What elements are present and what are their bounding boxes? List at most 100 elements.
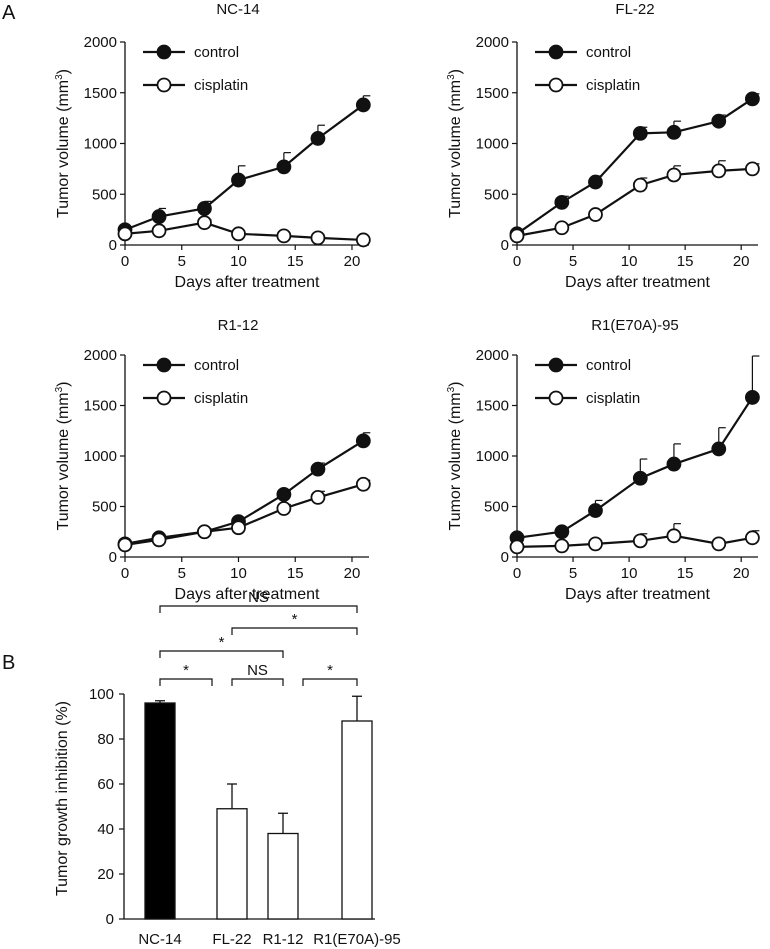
y-tick-label: 60 [97,776,114,793]
chart-title: R1(E70A)-95 [591,317,679,334]
chart-title: NC-14 [216,1,259,18]
series-control: control [117,357,371,552]
data-point [554,220,570,236]
data-point [231,172,246,188]
series-cisplatin: cisplatin [509,390,760,555]
series-line [516,396,754,539]
data-point [632,177,648,193]
data-point [117,537,133,553]
legend-marker [156,77,172,93]
legend-label: cisplatin [586,77,640,94]
data-point [310,461,326,477]
y-tick-label: 1500 [476,85,509,102]
data-point [355,433,371,449]
chart-title: FL-22 [615,1,654,18]
data-point [355,232,371,248]
y-axis-label: Tumor growth inhibition (%) [54,701,71,896]
data-point [310,131,326,146]
x-tick-label: 0 [121,253,129,270]
legend-label: cisplatin [194,390,248,407]
data-point [632,533,648,549]
y-tick-label: 0 [501,237,509,254]
y-tick-label: 100 [89,686,114,703]
y-tick-label: 1500 [476,398,509,415]
significance-bracket: NS [231,662,284,686]
series-cisplatin: cisplatin [117,77,371,248]
y-tick-label: 500 [92,186,117,203]
bracket-line [159,678,213,686]
significance-bracket: * [231,611,358,635]
legend-marker [156,357,172,373]
data-point [711,163,727,179]
x-tick-label: R1(E70A)-95 [313,931,401,948]
data-point [588,503,603,518]
data-point [744,161,760,177]
y-tick-label: 2000 [84,34,117,51]
data-point [666,456,682,472]
data-point [588,536,603,552]
legend-marker [548,357,564,373]
y-tick-label: 0 [501,549,509,566]
y-tick-label: 500 [92,499,117,516]
bar-chart: 0 20 40 60 80 100 Tumor growth inhibition (%) N… [54,589,401,948]
y-tick-label: 500 [484,186,509,203]
line-chart-3: R1-12 0 500 1000 1500 2000 0 5 10 15 20 Days after … [54,317,371,603]
data-point [711,536,727,552]
legend-marker [548,44,564,60]
x-axis-label: Days after treatment [565,274,711,291]
data-point [554,194,570,210]
x-tick-label: 10 [621,253,638,270]
y-axis-label: Tumor volume (mm3) [54,69,72,218]
series-cisplatin: cisplatin [117,390,371,553]
data-point [666,124,682,140]
data-point [355,476,371,492]
data-point [554,538,570,554]
data-point [117,226,133,242]
data-point [711,113,727,129]
data-point [151,532,167,548]
y-axis-label: Tumor volume (mm3) [54,382,72,531]
x-tick-label: R1-12 [263,931,304,948]
data-point [151,209,167,224]
significance-bracket: NS [159,589,358,613]
legend-marker [548,390,564,406]
bar [267,832,299,920]
bar [144,702,176,920]
legend-label: control [586,357,631,374]
legend-label: cisplatin [194,77,248,94]
line-chart-4: R1(E70A)-95 0 500 1000 1500 2000 0 5 10 15 20 Days … [446,317,760,603]
y-tick-label: 2000 [476,34,509,51]
y-tick-label: 20 [97,866,114,883]
y-tick-label: 1500 [84,85,117,102]
data-point [554,524,570,540]
data-point [666,167,682,183]
data-point [744,390,760,405]
data-point [632,125,648,141]
x-tick-label: 20 [344,565,361,582]
legend-label: control [194,44,239,61]
y-tick-label: 1000 [84,136,117,153]
bracket-line [231,678,284,686]
x-axis-label: Days after treatment [565,586,711,603]
panel-b-label: B [2,652,15,674]
x-tick-label: 0 [513,253,521,270]
data-point [509,228,525,244]
x-tick-label: 5 [569,565,577,582]
y-tick-label: 500 [484,499,509,516]
legend-label: cisplatin [586,390,640,407]
bracket-label: NS [248,589,269,606]
data-point [231,520,246,536]
bracket-label: * [292,611,298,628]
data-point [744,91,760,107]
x-tick-label: 15 [287,565,304,582]
data-point [276,159,292,175]
x-tick-label: 10 [230,565,247,582]
series-control: control [509,355,760,546]
chart-title: R1-12 [218,317,259,334]
series-line [516,167,753,237]
x-axis-label: Days after treatment [175,586,321,603]
data-point [231,226,246,242]
bracket-label: * [219,634,225,651]
x-axis-label: Days after treatment [175,274,321,291]
data-point [588,174,603,190]
